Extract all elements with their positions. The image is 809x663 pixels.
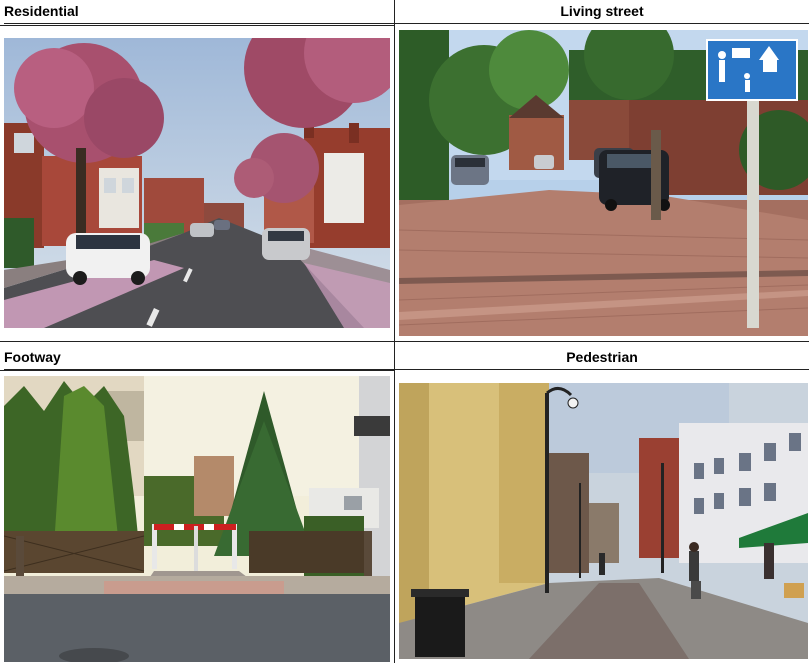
panel-title-living-street: Living street [395,0,809,24]
living-street-photo [399,30,808,336]
title-underline [0,370,394,371]
panel-title-pedestrian: Pedestrian [395,346,809,370]
footway-photo [4,376,390,662]
vertical-divider [394,0,395,663]
pedestrian-photo [399,383,808,659]
residential-photo [4,38,390,328]
title-underline [0,25,394,26]
panel-title-residential: Residential [4,0,394,24]
panel-title-footway: Footway [4,346,394,370]
horizontal-divider [0,341,809,342]
